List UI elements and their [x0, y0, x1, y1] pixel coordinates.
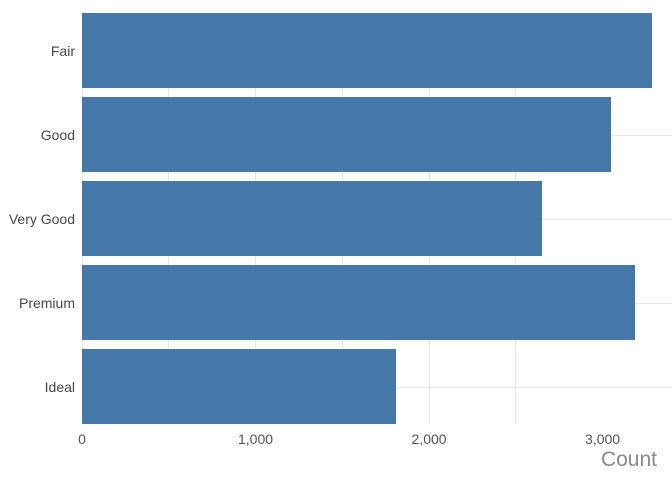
x-axis-title: Count: [600, 448, 657, 471]
x-tick-label: 2,000: [411, 431, 447, 447]
bar-ideal: [82, 349, 397, 424]
category-label: Ideal: [44, 378, 75, 395]
x-tick-label: 1,000: [237, 431, 274, 447]
category-label: Good: [40, 126, 75, 143]
bar-fair: [82, 13, 653, 88]
category-label: Premium: [18, 294, 75, 311]
x-tick-label: 3,000: [585, 431, 621, 447]
bar-premium: [82, 265, 635, 340]
category-label: Very Good: [8, 210, 75, 227]
bar-good: [82, 97, 612, 172]
x-tick-label: 0: [78, 431, 86, 447]
category-label: Fair: [50, 42, 75, 59]
bar-very-good: [82, 181, 542, 256]
